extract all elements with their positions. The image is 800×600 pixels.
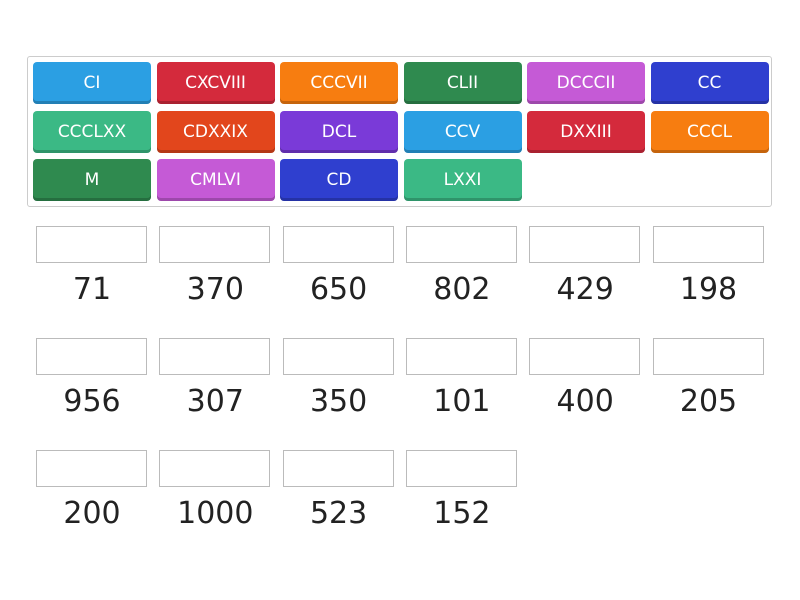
answer-tile[interactable]: CXCVIII — [156, 62, 275, 104]
answer-tile[interactable]: CCV — [403, 110, 522, 153]
drop-slot[interactable] — [652, 226, 764, 263]
answer-tile[interactable]: DXXIII — [527, 110, 645, 153]
answer-tile[interactable]: CCCL — [650, 110, 769, 153]
answer-tile[interactable]: CCCVII — [280, 62, 398, 104]
drop-slot[interactable] — [282, 226, 394, 263]
target-number: 802 — [433, 272, 491, 307]
target-number: 307 — [186, 384, 244, 419]
target-number: 198 — [679, 272, 738, 307]
drop-slot[interactable] — [405, 338, 517, 375]
drop-slot[interactable] — [529, 338, 641, 375]
drop-slot[interactable] — [282, 450, 394, 487]
target-number: 400 — [556, 384, 614, 419]
tile-tray — [27, 56, 772, 207]
target-number: 101 — [433, 384, 491, 419]
drop-slot[interactable] — [282, 338, 394, 375]
answer-tile[interactable]: CMLVI — [156, 159, 275, 201]
target-number: 200 — [63, 496, 121, 531]
drop-slot[interactable] — [159, 338, 271, 375]
answer-tile[interactable]: CLII — [403, 62, 522, 104]
answer-tile[interactable]: DCL — [280, 110, 398, 153]
target-number: 429 — [556, 272, 614, 307]
drop-slot[interactable] — [36, 226, 147, 263]
drop-slot[interactable] — [36, 450, 147, 487]
drop-slot[interactable] — [159, 450, 271, 487]
target-number: 350 — [309, 384, 368, 419]
target-number: 650 — [309, 272, 368, 307]
drop-slot[interactable] — [405, 450, 517, 487]
target-number: 152 — [433, 496, 491, 531]
target-number: 205 — [679, 384, 738, 419]
answer-tile[interactable]: CCCLXX — [33, 110, 151, 153]
drop-slot[interactable] — [36, 338, 147, 375]
drop-slot[interactable] — [529, 226, 641, 263]
answer-tile[interactable]: DCCCII — [527, 62, 645, 104]
answer-tile[interactable]: LXXI — [403, 159, 522, 201]
drop-slot[interactable] — [652, 338, 764, 375]
answer-tile[interactable]: CI — [33, 62, 151, 104]
answer-tile[interactable]: CC — [650, 62, 769, 104]
answer-tile[interactable]: CD — [280, 159, 398, 201]
target-number: 956 — [63, 384, 121, 419]
answer-tile[interactable]: M — [33, 159, 151, 201]
drop-slot[interactable] — [405, 226, 517, 263]
target-number: 1000 — [177, 496, 254, 531]
target-number: 370 — [186, 272, 244, 307]
target-number: 523 — [309, 496, 368, 531]
target-number: 71 — [72, 272, 112, 307]
answer-tile[interactable]: CDXXIX — [156, 110, 275, 153]
drop-slot[interactable] — [159, 226, 271, 263]
